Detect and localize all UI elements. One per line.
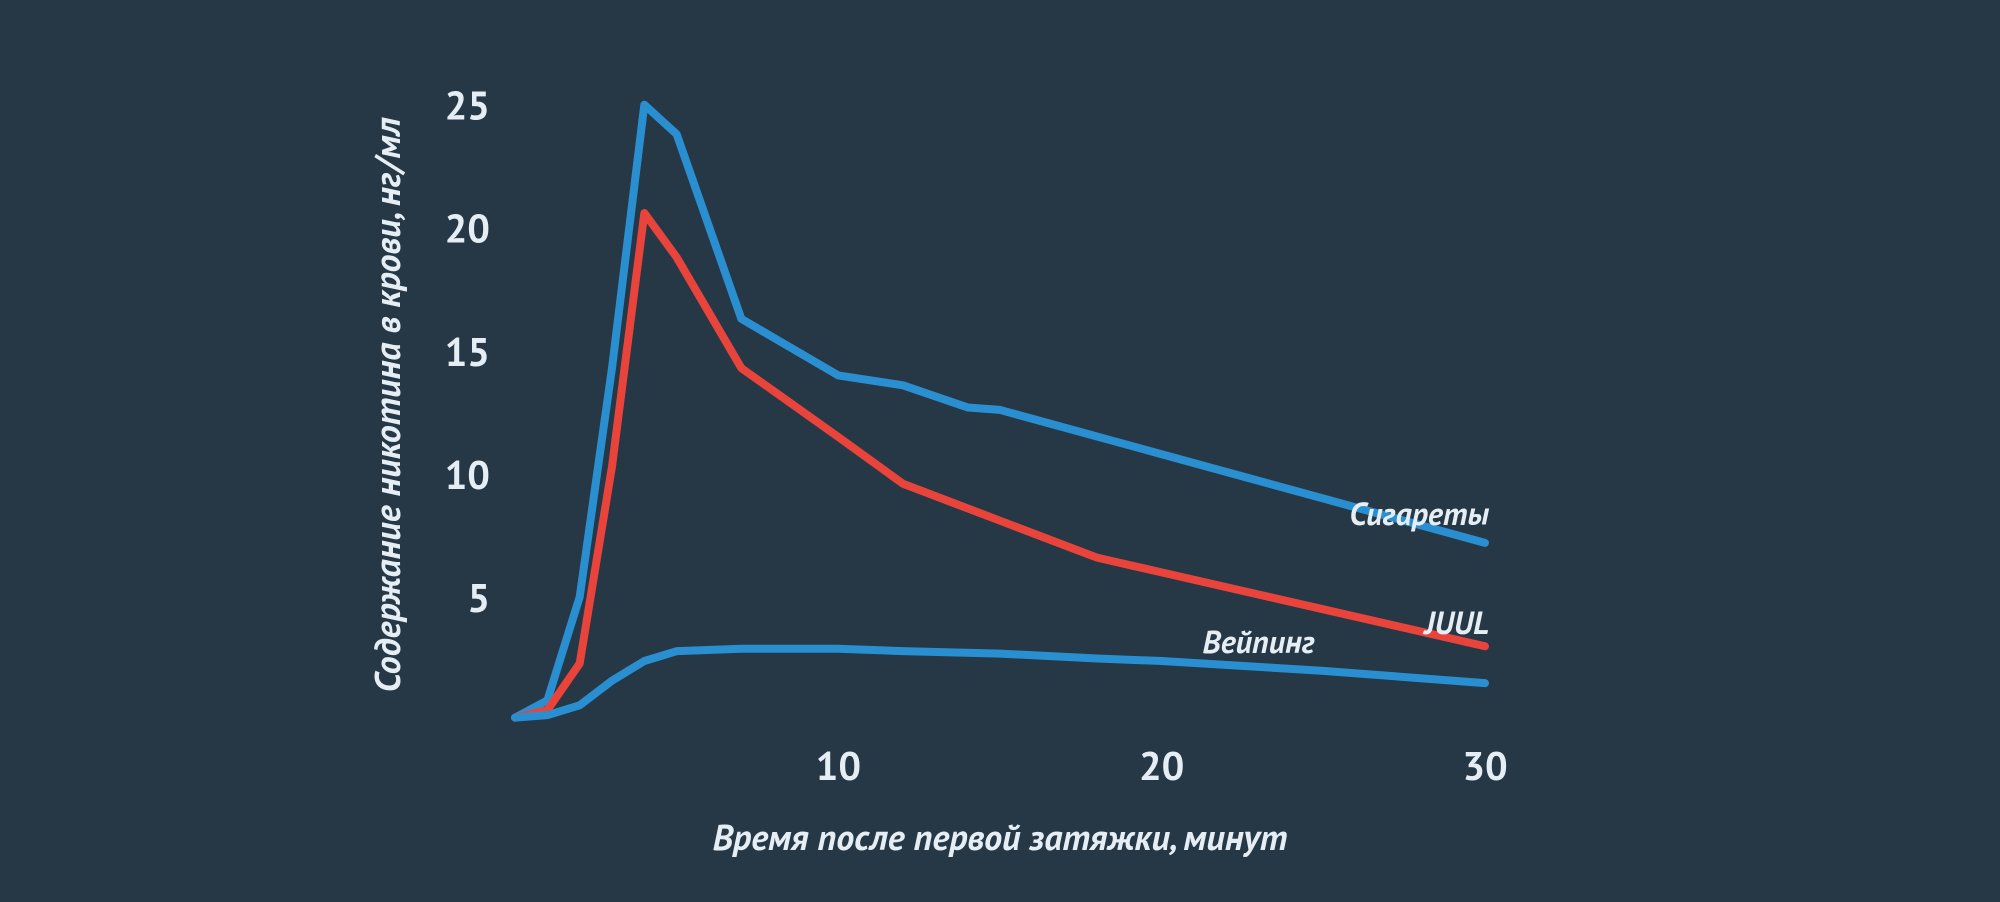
y-tick-label: 10 (445, 449, 490, 501)
x-tick-label: 30 (1462, 740, 1507, 792)
series-label-2: Вейпинг (1203, 620, 1315, 662)
y-tick-label: 5 (467, 572, 490, 624)
x-tick-label: 20 (1139, 740, 1184, 792)
nicotine-chart: 5 10 15 20 25 10 20 30 Содержание никотина в кро… (0, 0, 2000, 902)
x-axis-title: Время после первой затяжки, минут (713, 813, 1288, 860)
y-tick-label: 20 (445, 203, 490, 255)
series-label-0: Сигареты (1349, 492, 1489, 534)
x-tick-label: 10 (816, 740, 861, 792)
y-tick-label: 15 (445, 326, 490, 378)
series-label-1: JUUL (1422, 601, 1489, 643)
y-axis-title: Содержание никотина в крови, нг/мл (363, 117, 410, 693)
y-tick-label: 25 (445, 80, 490, 132)
